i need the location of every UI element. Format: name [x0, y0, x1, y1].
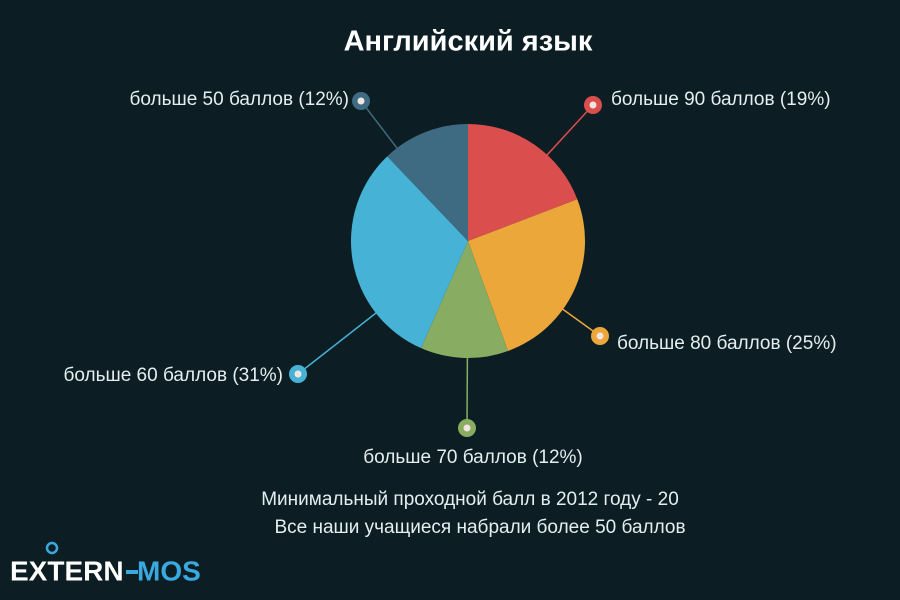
- label-dot-center: [589, 101, 597, 109]
- pie-slice: [387, 124, 468, 241]
- note: Все наши учащиеся набрали более 50 балло…: [274, 517, 685, 538]
- slice-label: больше 50 баллов (12%): [129, 89, 349, 110]
- label-dot-center: [294, 370, 302, 378]
- slice-label: больше 90 баллов (19%): [611, 89, 831, 110]
- label-dot-center: [357, 97, 365, 105]
- value-label: (31%): [232, 365, 283, 386]
- chart-title: Английский язык: [344, 26, 593, 58]
- pie-slice: [468, 199, 585, 351]
- leader-line: [297, 305, 386, 375]
- slice-label: больше 80 баллов (25%): [617, 333, 837, 354]
- leader-line: [552, 301, 601, 337]
- label-dot-center: [463, 424, 471, 432]
- value-label: (25%): [786, 333, 837, 354]
- logo-text: MOS: [137, 555, 201, 586]
- leader-line: [538, 104, 594, 165]
- value-label: (12%): [532, 447, 583, 468]
- leader-line: [360, 100, 405, 159]
- logo-icon: [45, 541, 59, 555]
- pie-slice: [351, 156, 468, 349]
- label-dot-center: [596, 332, 604, 340]
- logo: EXTERN MOS: [10, 541, 201, 586]
- pie-slice: [421, 241, 509, 358]
- category-label: больше 60 баллов: [63, 365, 227, 386]
- category-label: больше 50 баллов: [129, 89, 293, 110]
- value-label: (12%): [298, 89, 349, 110]
- slice-label: больше 70 баллов (12%): [363, 447, 583, 468]
- note: Минимальный проходной балл в 2012 году -…: [261, 489, 679, 510]
- pie-slice: [468, 124, 578, 241]
- category-label: больше 80 баллов: [617, 333, 781, 354]
- value-label: (19%): [780, 89, 831, 110]
- category-label: больше 90 баллов: [611, 89, 775, 110]
- slice-label: больше 60 баллов (31%): [63, 365, 283, 386]
- category-label: больше 70 баллов: [363, 447, 527, 468]
- logo-text: EXTERN: [10, 555, 124, 586]
